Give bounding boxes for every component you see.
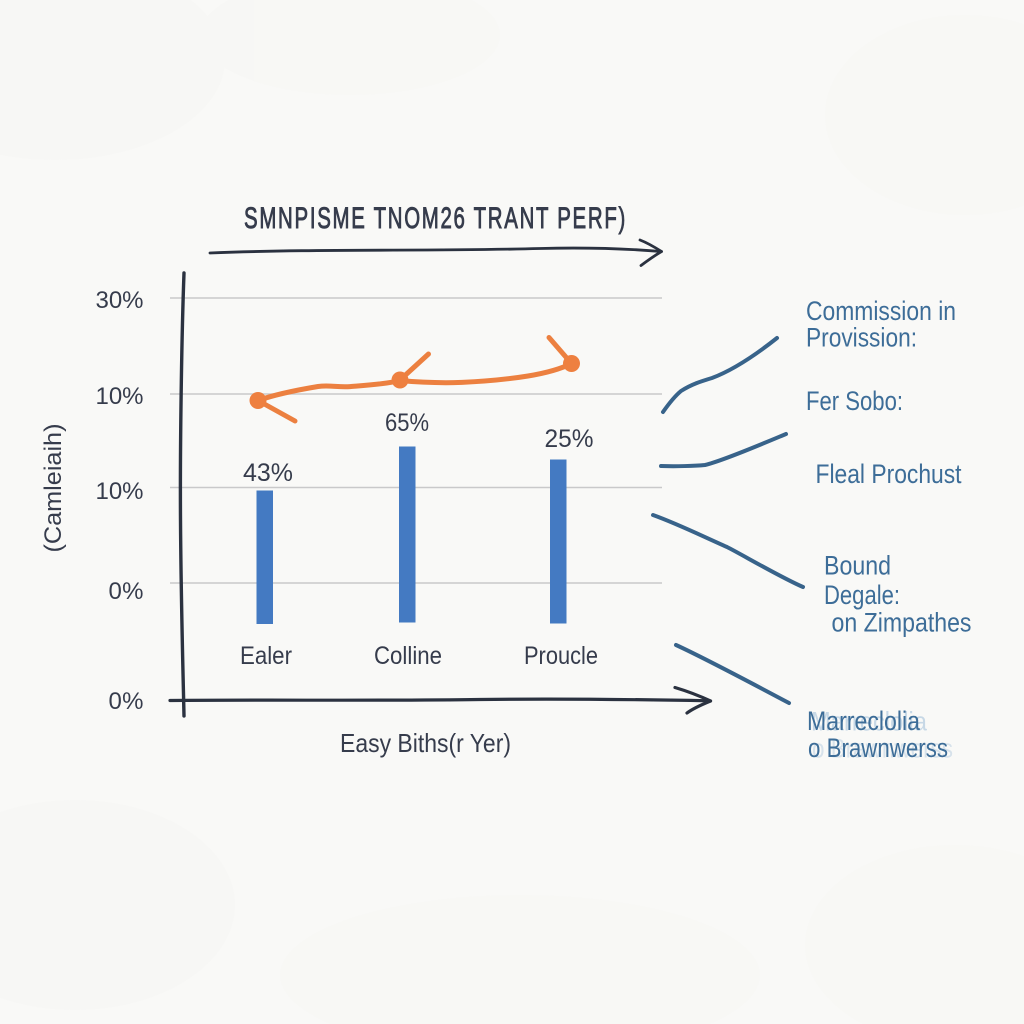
svg-text:25%: 25%: [545, 425, 594, 453]
svg-text:Marreclolia: Marreclolia: [807, 706, 921, 736]
svg-text:o Brawnwerss: o Brawnwerss: [808, 733, 948, 763]
svg-text:Ealer: Ealer: [240, 642, 292, 670]
svg-text:Provission:: Provission:: [806, 323, 917, 353]
svg-text:30%: 30%: [96, 287, 144, 314]
svg-text:SMNPISME TNOM26 TRANT PERF): SMNPISME TNOM26 TRANT PERF): [244, 202, 627, 235]
svg-text:Marreclolia: Marreclolia: [811, 707, 928, 737]
svg-text:on Zimpathes: on Zimpathes: [832, 608, 972, 638]
svg-text:Colline: Colline: [374, 642, 442, 670]
svg-text:Fer Sobo:: Fer Sobo:: [806, 386, 903, 416]
svg-text:10%: 10%: [96, 383, 144, 410]
svg-text:Fleal Prochust: Fleal Prochust: [816, 459, 962, 489]
svg-text:0%: 0%: [109, 578, 144, 605]
svg-text:Easy Biths(r Yer): Easy Biths(r Yer): [340, 728, 511, 758]
svg-text:Bound: Bound: [824, 551, 891, 581]
svg-text:0%: 0%: [109, 688, 144, 715]
svg-text:Degale:: Degale:: [824, 580, 900, 610]
svg-text:o Brawnwerss: o Brawnwerss: [812, 734, 953, 764]
svg-text:(Camleiaih): (Camleiaih): [40, 424, 67, 553]
svg-text:65%: 65%: [385, 409, 429, 437]
svg-text:43%: 43%: [243, 459, 293, 487]
svg-text:Commission in: Commission in: [806, 296, 956, 326]
svg-text:Proucle: Proucle: [524, 642, 598, 670]
svg-text:10%: 10%: [96, 478, 144, 505]
